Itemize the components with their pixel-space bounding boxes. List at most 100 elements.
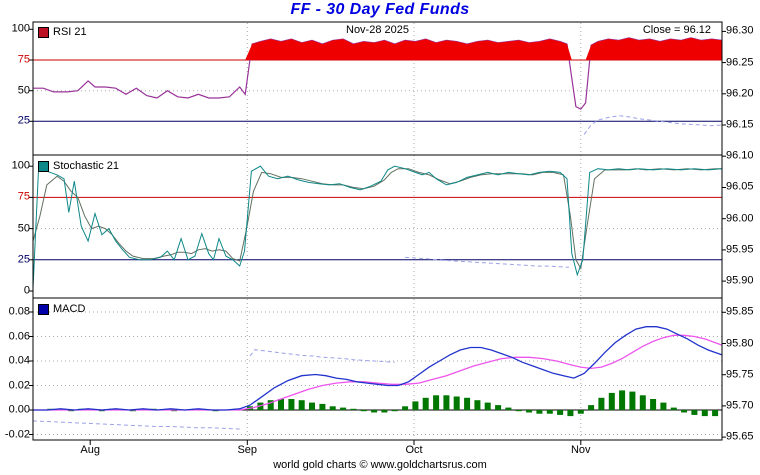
macd-histogram-bar bbox=[381, 410, 388, 413]
macd-histogram-bar bbox=[484, 402, 491, 410]
macd-legend: MACD bbox=[38, 303, 85, 315]
macd-histogram-bar bbox=[453, 396, 460, 410]
macd-histogram-bar bbox=[515, 410, 522, 412]
macd-histogram-bar bbox=[278, 399, 284, 410]
macd-histogram-bar bbox=[670, 407, 677, 411]
x-axis-label-sep: Sep bbox=[237, 444, 258, 456]
y-axis-label-macd: 0.02 bbox=[8, 379, 30, 391]
macd-histogram-bar bbox=[329, 406, 336, 410]
y-axis-label-macd: 0.00 bbox=[8, 403, 30, 416]
price-axis-label: 95.75 bbox=[726, 368, 754, 381]
macd-histogram-bar bbox=[391, 410, 398, 412]
price-line bbox=[32, 420, 240, 430]
price-line bbox=[405, 256, 570, 268]
price-axis-label: 95.65 bbox=[726, 430, 754, 443]
macd-histogram-bar bbox=[691, 410, 698, 415]
macd-histogram-bar bbox=[288, 399, 295, 410]
price-axis-label: 95.95 bbox=[726, 243, 754, 256]
macd-legend-label: MACD bbox=[53, 303, 86, 315]
macd-line bbox=[33, 326, 723, 411]
macd-histogram-bar bbox=[309, 402, 315, 410]
macd-histogram-bar bbox=[701, 410, 708, 417]
price-axis-label: 96.30 bbox=[726, 24, 754, 37]
price-axis-label: 96.05 bbox=[726, 180, 754, 193]
y-axis-label-macd: 0.08 bbox=[8, 305, 30, 318]
y-axis-label-rsi: 25 bbox=[17, 114, 30, 127]
stochastic-d-line bbox=[32, 168, 722, 271]
macd-legend-swatch-icon bbox=[38, 303, 49, 315]
date-annotation: Nov-28 2025 bbox=[346, 24, 409, 36]
y-axis-label-stoch: 100 bbox=[11, 159, 30, 172]
macd-histogram-bar bbox=[350, 408, 357, 410]
macd-histogram-bar bbox=[267, 400, 274, 410]
y-axis-label-rsi: 75 bbox=[17, 53, 30, 66]
y-axis-label-rsi: 50 bbox=[17, 84, 30, 97]
macd-histogram-bar bbox=[402, 406, 409, 410]
price-axis-label: 96.25 bbox=[726, 56, 754, 69]
macd-histogram-bar bbox=[319, 403, 326, 410]
macd-histogram-bar bbox=[526, 410, 533, 413]
y-axis-label-stoch: 75 bbox=[17, 190, 30, 203]
macd-histogram-bar bbox=[536, 410, 543, 414]
footer-credit: world gold charts © www.goldchartsrus.co… bbox=[273, 459, 487, 471]
macd-histogram-bar bbox=[422, 397, 429, 411]
macd-histogram-bar bbox=[433, 395, 440, 410]
macd-histogram-bar bbox=[588, 405, 595, 410]
macd-histogram-bar bbox=[567, 410, 574, 417]
macd-histogram-bar bbox=[629, 391, 636, 410]
price-axis-label: 96.20 bbox=[726, 87, 754, 100]
y-axis-label-stoch: 50 bbox=[17, 222, 30, 235]
macd-histogram-bar bbox=[495, 405, 502, 410]
macd-histogram-bar bbox=[608, 392, 615, 411]
rsi-legend-label: RSI 21 bbox=[53, 26, 87, 38]
price-axis-label: 96.15 bbox=[726, 118, 754, 131]
rsi-overbought-fill bbox=[33, 37, 722, 60]
macd-histogram-bar bbox=[619, 390, 626, 410]
y-axis-label-macd: 0.04 bbox=[8, 354, 30, 367]
stochastic-legend-swatch-icon bbox=[38, 160, 49, 172]
page-title: FF - 30 Day Fed Funds bbox=[290, 1, 470, 18]
y-axis-label-stoch: 25 bbox=[17, 253, 30, 266]
close-annotation: Close = 96.12 bbox=[639, 24, 714, 37]
macd-histogram-bar bbox=[650, 399, 657, 410]
macd-histogram-bar bbox=[474, 400, 481, 410]
rsi-legend-swatch-icon bbox=[38, 26, 49, 38]
x-axis-label-nov: Nov bbox=[570, 444, 591, 456]
price-axis-label: 95.90 bbox=[726, 274, 754, 287]
stochastic-k-line bbox=[32, 165, 723, 289]
stochastic-legend-label: Stochastic 21 bbox=[53, 160, 120, 172]
price-axis-label: 96.00 bbox=[726, 212, 754, 225]
macd-histogram-bar bbox=[681, 410, 688, 413]
macd-histogram-bar bbox=[505, 407, 512, 411]
price-line bbox=[583, 115, 723, 135]
rsi-legend: RSI 21 bbox=[38, 26, 87, 38]
price-axis-label: 95.80 bbox=[726, 337, 754, 349]
macd-histogram-bar bbox=[660, 402, 667, 410]
macd-histogram-bar bbox=[340, 407, 347, 411]
macd-histogram-bar bbox=[360, 410, 367, 412]
y-axis-label-macd: -0.02 bbox=[4, 428, 30, 440]
macd-histogram-bar bbox=[371, 410, 378, 413]
macd-histogram-bar bbox=[464, 397, 471, 411]
macd-histogram-bar bbox=[557, 410, 564, 415]
macd-signal-line bbox=[33, 334, 723, 411]
stochastic-legend: Stochastic 21 bbox=[38, 160, 119, 172]
price-axis-label: 96.10 bbox=[726, 149, 754, 162]
price-axis-label: 95.85 bbox=[726, 305, 754, 318]
y-axis-label-stoch: 0 bbox=[23, 284, 30, 297]
macd-histogram-bar bbox=[639, 395, 646, 410]
y-axis-label-macd: 0.06 bbox=[8, 330, 30, 342]
price-axis-label: 95.70 bbox=[726, 399, 754, 412]
macd-histogram-bar bbox=[298, 400, 305, 410]
y-axis-label-rsi: 100 bbox=[11, 22, 30, 35]
macd-histogram-bar bbox=[412, 401, 419, 410]
macd-histogram-bar bbox=[598, 397, 605, 411]
macd-histogram-bar bbox=[546, 410, 553, 414]
price-line bbox=[249, 349, 395, 363]
plot-border bbox=[32, 21, 723, 441]
macd-histogram-bar bbox=[712, 410, 719, 417]
macd-histogram-bar bbox=[577, 410, 584, 414]
macd-histogram-bar bbox=[443, 395, 450, 410]
